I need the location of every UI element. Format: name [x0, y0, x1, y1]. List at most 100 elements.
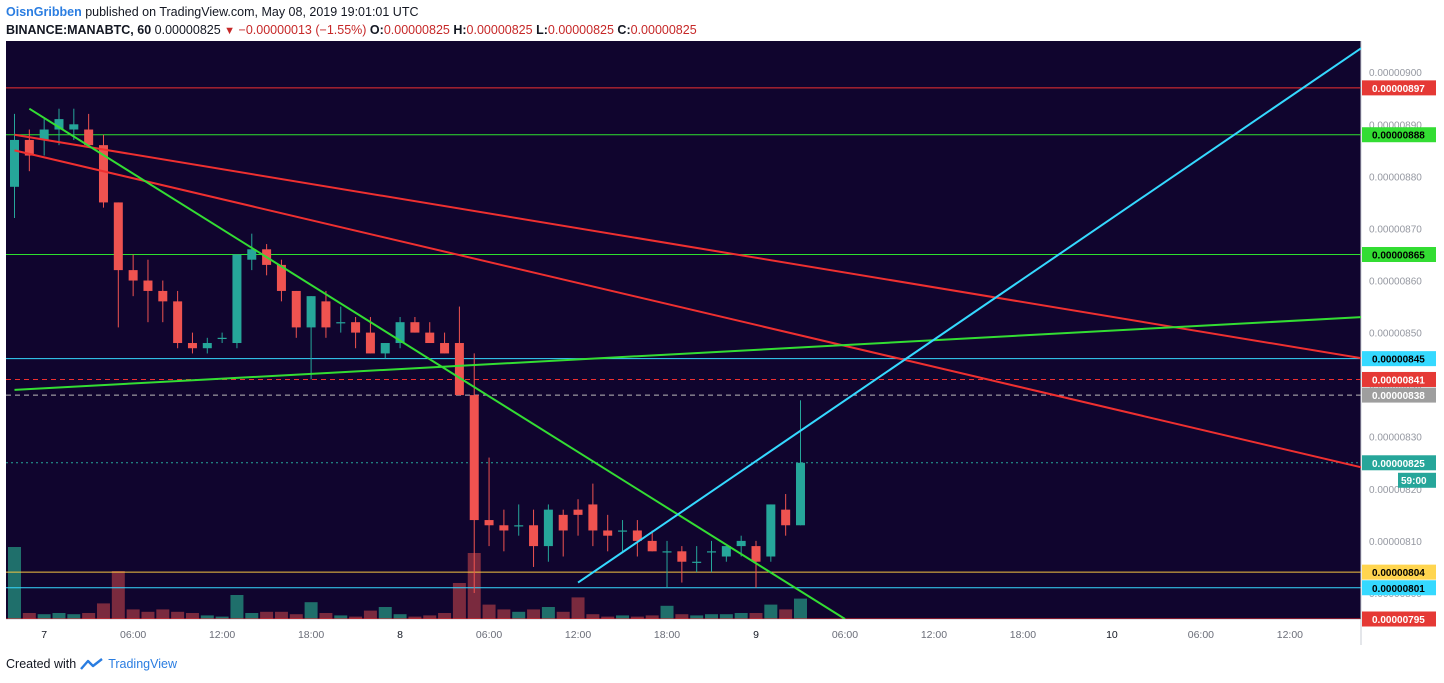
candle-body — [632, 530, 642, 541]
candle[interactable] — [158, 280, 168, 323]
candle[interactable] — [469, 353, 479, 593]
trendline[interactable] — [577, 46, 1364, 584]
price-level-label[interactable]: 0.00000838 — [1362, 387, 1436, 403]
price-level-label[interactable]: 0.00000804 — [1362, 564, 1436, 580]
candle[interactable] — [84, 113, 94, 146]
chart-container[interactable]: 0.00000900 0.00000890 0.00000880 0.00000870… — [6, 41, 1438, 645]
volume-bar — [793, 598, 807, 619]
trendlines — [14, 46, 1365, 619]
trendline[interactable] — [14, 149, 1365, 469]
close-value: 0.00000825 — [630, 23, 697, 37]
candle-body — [84, 129, 94, 146]
candle[interactable] — [588, 483, 598, 547]
candle[interactable] — [499, 509, 509, 552]
candle[interactable] — [454, 306, 464, 396]
candle[interactable] — [306, 296, 316, 380]
candle[interactable] — [766, 504, 776, 562]
price-level-label[interactable]: 0.00000845 — [1362, 351, 1436, 367]
price-chart[interactable]: 0.00000900 0.00000890 0.00000880 0.00000870… — [6, 41, 1438, 645]
volume-bar — [438, 613, 452, 619]
candle[interactable] — [707, 540, 717, 573]
price-level-label[interactable]: 0.00000865 — [1362, 246, 1436, 262]
candle[interactable] — [173, 290, 183, 349]
price-level-label[interactable]: 0.00000897 — [1362, 80, 1436, 96]
candle-body — [10, 139, 19, 187]
candle-body — [677, 551, 687, 562]
trendline[interactable] — [28, 107, 846, 619]
trendline[interactable] — [14, 133, 1365, 360]
time-tick-label: 9 — [753, 629, 759, 641]
volume-bar — [349, 616, 363, 619]
candle[interactable] — [692, 546, 702, 573]
candle[interactable] — [69, 108, 79, 140]
author-link[interactable]: OisnGribben — [6, 5, 82, 19]
candle[interactable] — [677, 546, 687, 583]
candle[interactable] — [781, 494, 791, 536]
candle-body — [603, 530, 613, 536]
candle[interactable] — [647, 530, 657, 552]
candle[interactable] — [336, 306, 346, 333]
candle[interactable] — [558, 509, 568, 557]
volume-bar — [705, 614, 719, 619]
candle[interactable] — [321, 290, 331, 338]
candle[interactable] — [632, 520, 642, 557]
candle[interactable] — [618, 520, 628, 552]
price-level-label[interactable]: 0.00000888 — [1362, 127, 1436, 143]
candle[interactable] — [795, 400, 805, 526]
candle[interactable] — [484, 457, 494, 547]
price-level-label-bg — [1362, 351, 1436, 367]
candle[interactable] — [440, 332, 450, 354]
candle-body — [39, 129, 49, 140]
price-level-label-text: 0.00000841 — [1372, 375, 1425, 386]
candle[interactable] — [291, 290, 301, 338]
candle[interactable] — [143, 259, 153, 323]
candle[interactable] — [202, 337, 212, 354]
price-level-label[interactable]: 0.00000825 59:00 — [1362, 455, 1436, 488]
time-tick-label: 06:00 — [832, 629, 858, 641]
candle[interactable] — [10, 113, 19, 219]
candle[interactable] — [529, 509, 539, 567]
candle-body — [454, 343, 464, 396]
candle-body — [291, 290, 301, 328]
candle[interactable] — [351, 316, 361, 349]
candle[interactable] — [232, 254, 242, 349]
volume-bar — [200, 615, 214, 619]
volume-bar — [156, 609, 170, 619]
candle[interactable] — [395, 316, 405, 349]
candle[interactable] — [247, 233, 257, 271]
candle-body — [351, 322, 361, 333]
volume-bar — [141, 611, 155, 619]
candle[interactable] — [380, 343, 390, 359]
candle-body — [232, 254, 242, 344]
volume-bar — [571, 597, 585, 619]
symbol-label[interactable]: BINANCE:MANABTC, 60 — [6, 23, 152, 37]
candle[interactable] — [721, 546, 731, 562]
candle[interactable] — [543, 504, 553, 562]
price-level-label[interactable]: 0.00000841 — [1362, 371, 1436, 387]
plot-background[interactable] — [6, 41, 1361, 619]
candle[interactable] — [410, 316, 420, 333]
candle[interactable] — [573, 499, 583, 536]
candle[interactable] — [39, 119, 49, 156]
tradingview-brand[interactable]: TradingView — [108, 657, 177, 671]
candle[interactable] — [514, 504, 524, 536]
candle[interactable] — [113, 202, 123, 328]
candle[interactable] — [187, 332, 197, 354]
candle[interactable] — [425, 322, 435, 344]
volume-bar — [82, 613, 96, 619]
volume-bar — [260, 611, 274, 619]
trendline[interactable] — [14, 316, 1365, 391]
candle[interactable] — [603, 514, 613, 552]
volume-bar — [52, 613, 66, 619]
candle[interactable] — [128, 254, 138, 297]
price-level-label[interactable]: 0.00000801 — [1362, 580, 1436, 596]
candle[interactable] — [662, 540, 672, 588]
candle[interactable] — [217, 332, 227, 344]
volume-bar — [601, 616, 615, 619]
price-level-label[interactable]: 0.00000795 — [1362, 611, 1436, 627]
price-level-label-bg — [1362, 371, 1436, 387]
volume-bar — [616, 615, 630, 619]
candle-body — [692, 561, 702, 563]
candle-body — [54, 119, 64, 130]
volume-bar — [675, 614, 689, 619]
